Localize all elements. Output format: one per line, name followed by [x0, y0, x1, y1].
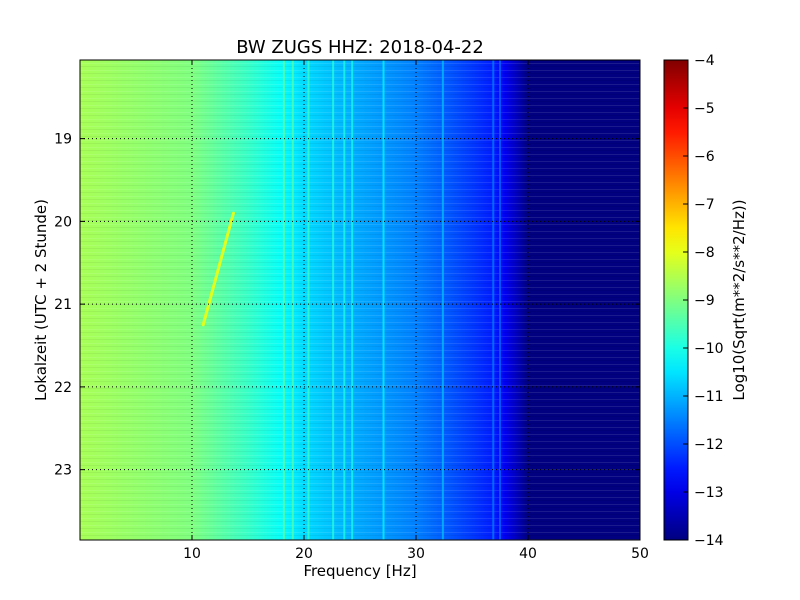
- colorbar-tick-label: −7: [694, 197, 715, 213]
- x-axis-label: Frequency [Hz]: [303, 562, 416, 580]
- y-axis-label: Lokalzeit (UTC + 2 Stunde): [32, 199, 50, 401]
- colorbar-tick-label: −13: [694, 485, 724, 501]
- grid-lines: [80, 60, 640, 540]
- plot-frame: [79, 59, 641, 541]
- y-tick-label: 20: [54, 214, 72, 230]
- spectral-lines: [282, 60, 501, 540]
- colorbar-tick-label: −8: [694, 245, 715, 261]
- colorbar-tick-label: −4: [694, 53, 715, 69]
- colorbar-tick-label: −6: [694, 149, 715, 165]
- colorbar-tick-label: −10: [694, 341, 724, 357]
- y-tick-label: 22: [54, 380, 72, 396]
- y-tick-label: 19: [54, 132, 72, 148]
- x-tick-label: 50: [631, 546, 649, 562]
- colorbar-tick-label: −5: [694, 101, 715, 117]
- colorbar-label: Log10(Sqrt(m**2/s**2/Hz)): [730, 199, 748, 400]
- chart-title: BW ZUGS HHZ: 2018-04-22: [236, 37, 484, 58]
- x-tick-label: 20: [295, 546, 313, 562]
- x-tick-label: 40: [519, 546, 537, 562]
- drifting-line-feature: [201, 211, 235, 327]
- y-tick-label: 23: [54, 463, 72, 479]
- y-axis: 19 20 21 22 23: [54, 132, 640, 479]
- colorbar-axis: −14 −13 −12 −11 −10 −9 −8 −7 −6 −5 −4: [683, 53, 724, 549]
- colorbar-tick-label: −14: [694, 533, 724, 549]
- colorbar-tick-label: −12: [694, 437, 724, 453]
- y-tick-label: 21: [54, 297, 72, 313]
- x-tick-label: 30: [407, 546, 425, 562]
- x-tick-label: 10: [183, 546, 201, 562]
- spectral-features: [201, 211, 235, 327]
- spectrogram-texture: [80, 60, 640, 540]
- colorbar-tick-label: −11: [694, 389, 724, 405]
- x-axis: 10 20 30 40 50: [183, 60, 649, 562]
- colorbar-tick-label: −9: [694, 293, 715, 309]
